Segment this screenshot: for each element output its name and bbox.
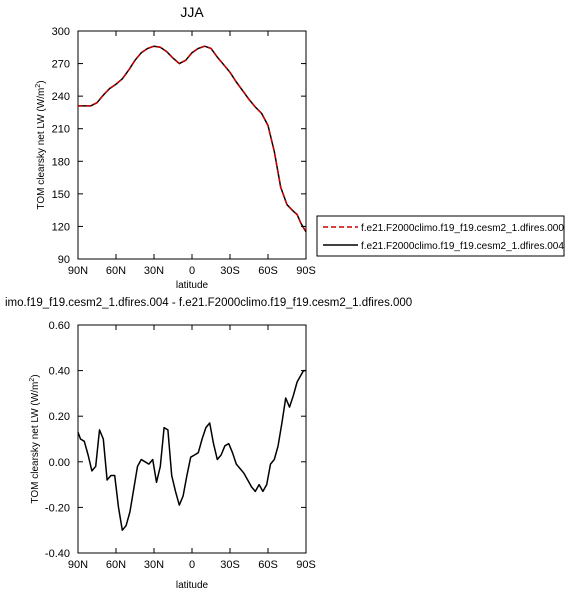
chart2-y-ticks: -0.40 -0.20 0.00 0.20 0.40 0.60 xyxy=(45,320,306,560)
chart1-y-tick-label-3: 180 xyxy=(52,156,70,168)
chart2-x-tick-label-2: 30N xyxy=(144,559,164,571)
chart1-x-tick-label-0: 90N xyxy=(68,265,88,277)
chart2-title: imo.f19_f19.cesm2_1.dfires.004 - f.e21.F… xyxy=(5,297,412,309)
chart2-y-tick-label-5: 0.60 xyxy=(49,320,70,332)
chart1-x-tick-label-3: 0 xyxy=(189,265,195,277)
chart2-plot-frame xyxy=(77,324,307,554)
chart1-y-ticks: 90 120 150 180 210 240 270 300 xyxy=(52,26,306,266)
chart2-x-tick-label-0: 90N xyxy=(68,559,88,571)
chart2-y-tick-label-4: 0.40 xyxy=(49,366,70,378)
chart2-y-axis-label: TOM clearsky net LW (W/m2) xyxy=(29,374,41,503)
chart1-y-tick-label-4: 210 xyxy=(52,124,70,136)
chart2-x-tick-label-1: 60N xyxy=(106,559,126,571)
chart1-x-tick-label-2: 30N xyxy=(144,265,164,277)
chart2-series-line-0 xyxy=(77,369,306,531)
chart1-plot-frame xyxy=(77,30,307,260)
chart1-x-axis-label: latitude xyxy=(176,280,209,291)
chart2-y-tick-label-0: -0.40 xyxy=(45,548,70,560)
chart2-y-tick-label-2: 0.00 xyxy=(49,457,70,469)
legend-box xyxy=(316,215,565,257)
chart2-y-axis-label-close: ) xyxy=(30,374,41,377)
chart1-x-ticks: 90N 60N 30N 0 30S 60S 90S xyxy=(68,31,316,277)
chart1-x-tick-label-4: 30S xyxy=(220,265,240,277)
chart1-x-tick-label-6: 90S xyxy=(296,265,316,277)
chart1-series-group xyxy=(78,45,307,233)
chart1-y-axis-label-sup: 2 xyxy=(35,84,42,88)
chart1-y-axis-label-close: ) xyxy=(36,80,47,83)
difference-chart: imo.f19_f19.cesm2_1.dfires.004 - f.e21.F… xyxy=(5,297,412,591)
chart1-x-tick-label-1: 60N xyxy=(106,265,126,277)
chart1-y-axis-label: TOM clearsky net LW (W/m2) xyxy=(35,80,47,209)
chart2-y-tick-label-3: 0.20 xyxy=(49,411,70,423)
legend-label-series-000: f.e21.F2000climo.f19_f19.cesm2_1.dfires.… xyxy=(361,223,564,234)
chart2-x-tick-label-4: 30S xyxy=(220,559,240,571)
chart1-series-line-1 xyxy=(78,45,307,233)
chart1-y-axis-label-main: TOM clearsky net LW (W/m xyxy=(36,88,47,210)
chart2-x-axis-label: latitude xyxy=(176,580,209,591)
chart2-y-axis-label-sup: 2 xyxy=(29,378,36,382)
mean-chart: JJA 90 120 150 180 210 240 270 300 90N 60N 30N 0 30… xyxy=(35,4,316,291)
chart2-x-tick-label-6: 90S xyxy=(296,559,316,571)
chart2-series-group xyxy=(77,369,306,531)
chart2-y-tick-label-1: -0.20 xyxy=(45,502,70,514)
chart2-x-tick-label-3: 0 xyxy=(189,559,195,571)
chart1-y-tick-label-2: 150 xyxy=(52,189,70,201)
chart1-y-tick-label-1: 120 xyxy=(52,221,70,233)
chart1-y-tick-label-0: 90 xyxy=(58,254,70,266)
chart2-y-axis-label-main: TOM clearsky net LW (W/m xyxy=(30,382,41,504)
chart2-x-tick-label-5: 60S xyxy=(258,559,278,571)
chart1-legend: f.e21.F2000climo.f19_f19.cesm2_1.dfires.… xyxy=(316,215,565,257)
chart1-y-tick-label-6: 270 xyxy=(52,59,70,71)
chart1-y-tick-label-7: 300 xyxy=(52,26,70,38)
chart1-x-tick-label-5: 60S xyxy=(258,265,278,277)
chart1-y-tick-label-5: 240 xyxy=(52,91,70,103)
chart2-x-ticks: 90N 60N 30N 0 30S 60S 90S xyxy=(68,325,316,571)
legend-label-series-004: f.e21.F2000climo.f19_f19.cesm2_1.dfires.… xyxy=(361,241,564,252)
chart1-title: JJA xyxy=(180,4,204,20)
